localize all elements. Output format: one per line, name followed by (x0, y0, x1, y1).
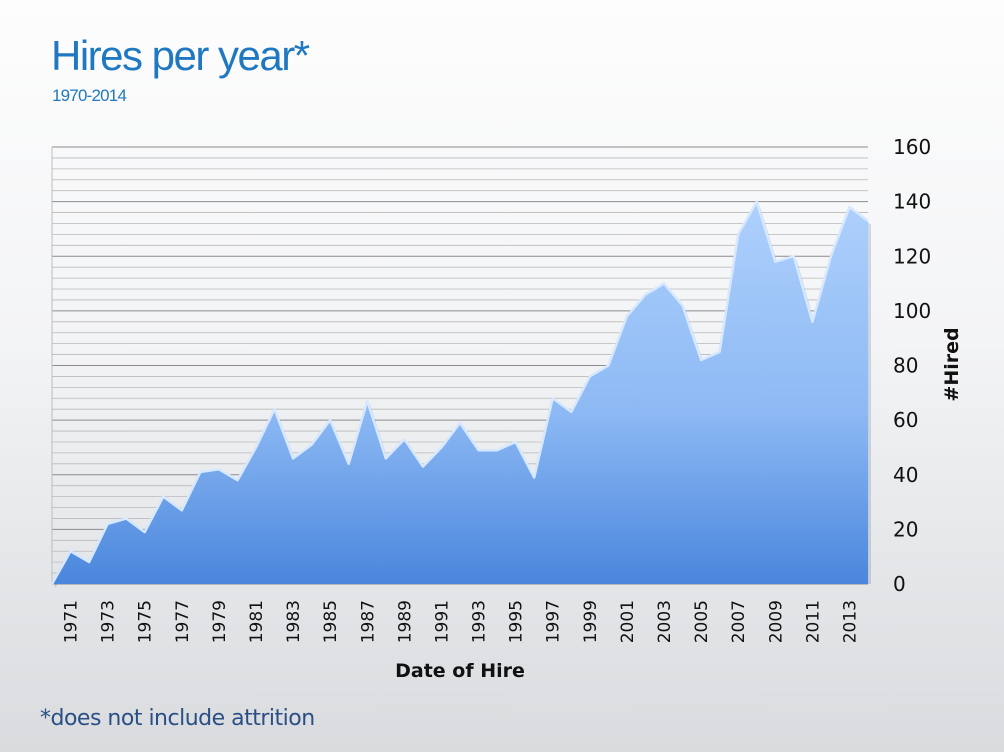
page-subtitle: 1970-2014 (52, 86, 127, 105)
x-tick-label: 1979 (210, 600, 230, 643)
hires-area (52, 201, 868, 584)
y-tick-label: 0 (893, 572, 906, 596)
y-tick-label: 60 (893, 408, 918, 432)
x-tick-label: 2001 (618, 600, 638, 643)
y-tick-label: 120 (893, 244, 931, 268)
x-tick-label: 1989 (395, 600, 415, 643)
y-tick-label: 100 (893, 299, 931, 323)
y-tick-label: 20 (893, 517, 918, 541)
x-tick-label: 2013 (841, 600, 861, 643)
x-tick-label: 1983 (284, 600, 304, 643)
x-tick-label: 1975 (136, 600, 156, 643)
footnote: *does not include attrition (40, 706, 315, 731)
y-tick-label: 160 (893, 135, 931, 159)
x-tick-label: 1995 (507, 600, 527, 643)
x-tick-label: 1993 (470, 600, 490, 643)
x-tick-label: 1971 (62, 600, 82, 643)
x-tick-label: 2009 (766, 600, 786, 643)
x-tick-label: 1977 (173, 600, 193, 643)
y-tick-label: 140 (893, 190, 931, 214)
x-tick-label: 2007 (729, 600, 749, 643)
x-axis-title: Date of Hire (395, 660, 525, 682)
y-axis-ticks: 0 20 40 60 80 100 120 140 160 (893, 135, 931, 596)
x-tick-label: 1999 (581, 600, 601, 643)
x-tick-label: 1997 (544, 600, 564, 643)
x-tick-label: 1987 (358, 600, 378, 643)
y-axis-title: #Hired (941, 327, 963, 401)
x-tick-label: 2003 (655, 600, 675, 643)
x-tick-label: 2005 (692, 600, 712, 643)
area-top-edge (50, 200, 869, 585)
page-title: Hires per year* (51, 32, 310, 79)
x-tick-label: 1973 (99, 600, 119, 643)
x-tick-label: 1981 (247, 600, 267, 643)
x-tick-label: 1991 (433, 600, 453, 643)
x-tick-label: 2011 (803, 600, 823, 643)
x-axis-ticks: 1971 1973 1975 1977 1979 1981 1983 1985 1987 1989… (62, 600, 861, 643)
y-tick-label: 40 (893, 463, 918, 487)
x-tick-label: 1985 (321, 600, 341, 643)
y-tick-label: 80 (893, 354, 918, 378)
